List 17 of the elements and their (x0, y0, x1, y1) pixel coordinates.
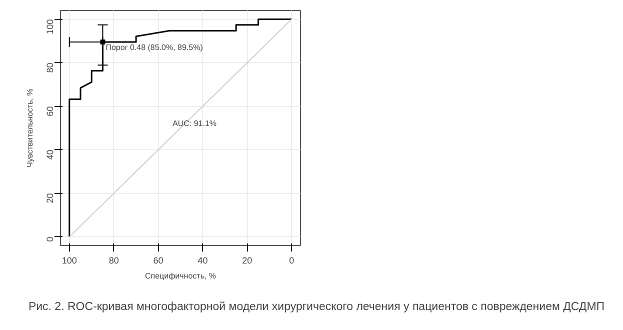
y-tick-label: 60 (45, 106, 55, 116)
x-tick-label: 40 (198, 256, 208, 266)
text: Рис. 2. ROC-кривая многофакторной модели хирургического лечения у пациентов с повреждением ДСДМП (28, 300, 605, 315)
y-axis-title: Чувствительность, % (26, 88, 34, 168)
x-axis-title: Специфичность, % (144, 272, 216, 280)
x-tick-label: 60 (153, 256, 164, 266)
x-tick-label: 0 (289, 256, 294, 266)
y-tick-label: 20 (45, 193, 55, 204)
y-tick-label: 40 (45, 150, 55, 160)
x-tick-label: 80 (108, 256, 119, 266)
y-tick-label: 0 (45, 236, 55, 242)
y-tick-label: 100 (45, 19, 55, 34)
y-tick-label: 80 (45, 62, 55, 73)
x-tick-label: 100 (62, 256, 77, 266)
x-tick-label: 20 (242, 256, 252, 266)
annotation: Порог 0.48 (85.0%, 89.5%) (106, 43, 204, 52)
annotation: AUC: 91.1% (172, 119, 217, 128)
